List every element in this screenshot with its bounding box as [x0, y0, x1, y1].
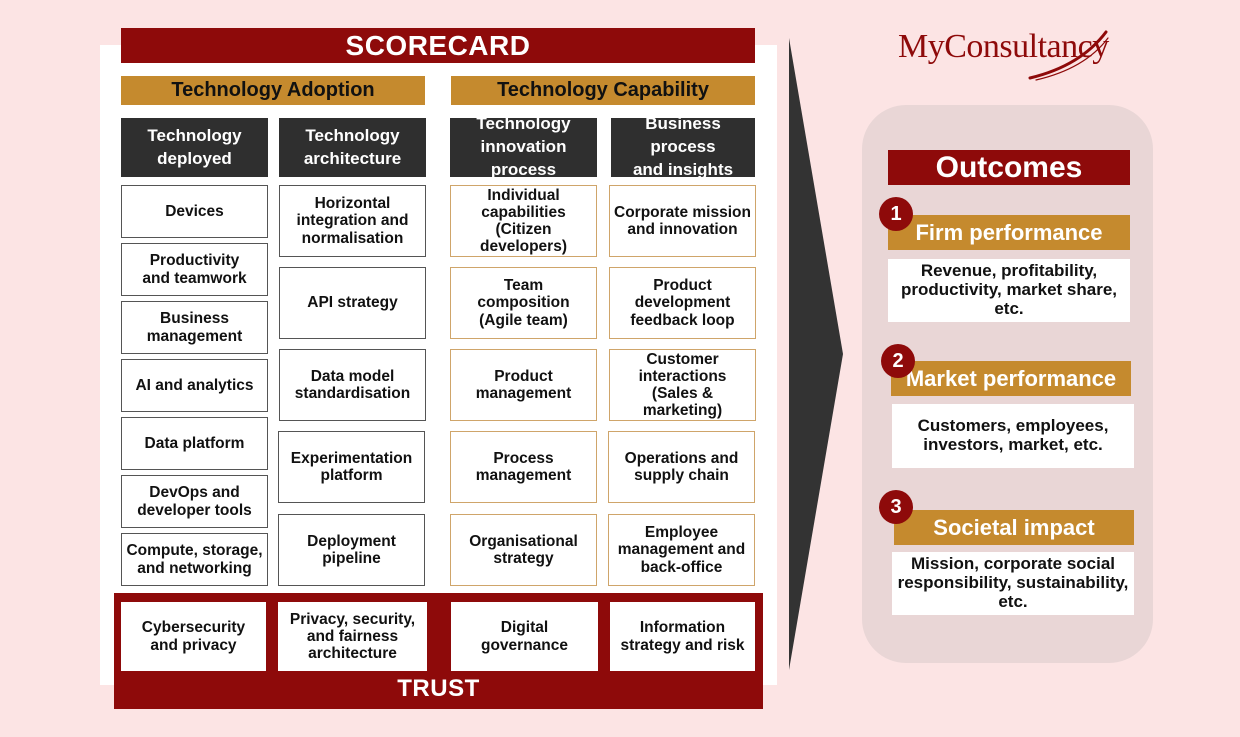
- logo-swoosh-icon: [1028, 30, 1109, 81]
- item-productivity-and-teamwork: Productivity and teamwork: [121, 243, 268, 296]
- column-header-technology-architecture: Technology architecture: [279, 118, 426, 177]
- outcome-number-1: 1: [879, 197, 913, 231]
- item-information-strategy-and-risk: Information strategy and risk: [610, 602, 755, 671]
- item-customer-interactions: Customer interactions (Sales & marketing…: [609, 349, 756, 421]
- item-organisational-strategy: Organisational strategy: [450, 514, 597, 586]
- item-privacy-security-fairness: Privacy, security, and fairness architec…: [278, 602, 427, 671]
- item-api-strategy: API strategy: [279, 267, 426, 339]
- item-devices: Devices: [121, 185, 268, 238]
- item-product-management: Product management: [450, 349, 597, 421]
- outcome-number-3: 3: [879, 490, 913, 524]
- item-cybersecurity-and-privacy: Cybersecurity and privacy: [121, 602, 266, 671]
- column-header-technology-innovation-process: Technology innovation process: [450, 114, 597, 179]
- section-technology-adoption: Technology Adoption: [121, 76, 425, 105]
- item-ai-and-analytics: AI and analytics: [121, 359, 268, 412]
- item-compute-storage-networking: Compute, storage, and networking: [121, 533, 268, 586]
- outcome-market-performance-description: Customers, employees, investors, market,…: [892, 404, 1134, 468]
- outcome-market-performance-title: Market performance: [891, 361, 1131, 396]
- item-devops-and-developer-tools: DevOps and developer tools: [121, 475, 268, 528]
- outcome-firm-performance-description: Revenue, profitability, productivity, ma…: [888, 259, 1130, 322]
- item-individual-capabilities: Individual capabilities (Citizen develop…: [450, 185, 597, 257]
- item-team-composition: Team composition (Agile team): [450, 267, 597, 339]
- logo-text: MyConsultancy: [898, 28, 1109, 65]
- outcomes-title: Outcomes: [888, 150, 1130, 185]
- item-business-management: Business management: [121, 301, 268, 354]
- trust-label: TRUST: [397, 675, 480, 702]
- outcome-number-2: 2: [881, 344, 915, 378]
- item-product-development-feedback: Product development feedback loop: [609, 267, 756, 339]
- column-header-technology-deployed: Technology deployed: [121, 118, 268, 177]
- item-data-model-standardisation: Data model standardisation: [279, 349, 426, 421]
- item-digital-governance: Digital governance: [451, 602, 598, 671]
- outcome-firm-performance-title: Firm performance: [888, 215, 1130, 250]
- outcome-societal-impact-title: Societal impact: [894, 510, 1134, 545]
- column-header-business-process-and-insights: Business process and insights: [611, 114, 755, 179]
- item-process-management: Process management: [450, 431, 597, 503]
- item-horizontal-integration: Horizontal integration and normalisation: [279, 185, 426, 257]
- item-operations-and-supply-chain: Operations and supply chain: [608, 431, 755, 503]
- item-experimentation-platform: Experimentation platform: [278, 431, 425, 503]
- item-data-platform: Data platform: [121, 417, 268, 470]
- scorecard-title: SCORECARD: [121, 28, 755, 63]
- item-deployment-pipeline: Deployment pipeline: [278, 514, 425, 586]
- outcome-societal-impact-description: Mission, corporate social responsibility…: [892, 552, 1134, 615]
- section-technology-capability: Technology Capability: [451, 76, 755, 105]
- item-employee-management: Employee management and back-office: [608, 514, 755, 586]
- flow-arrow-icon: [789, 38, 843, 670]
- item-corporate-mission: Corporate mission and innovation: [609, 185, 756, 257]
- myconsultancy-logo: MyConsultancy: [880, 22, 1120, 82]
